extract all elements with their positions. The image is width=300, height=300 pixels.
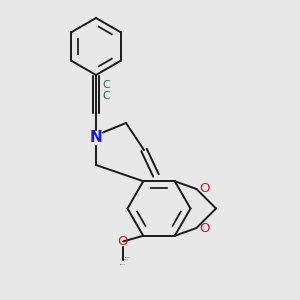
Text: C: C xyxy=(102,80,110,90)
Text: C: C xyxy=(102,91,110,101)
Text: N: N xyxy=(90,130,102,146)
Text: methoxy: methoxy xyxy=(124,257,131,258)
Text: O: O xyxy=(199,182,209,196)
Text: methoxy: methoxy xyxy=(123,258,129,260)
Text: O: O xyxy=(118,235,128,248)
Text: O: O xyxy=(199,221,209,235)
Text: methoxy: methoxy xyxy=(120,264,126,265)
